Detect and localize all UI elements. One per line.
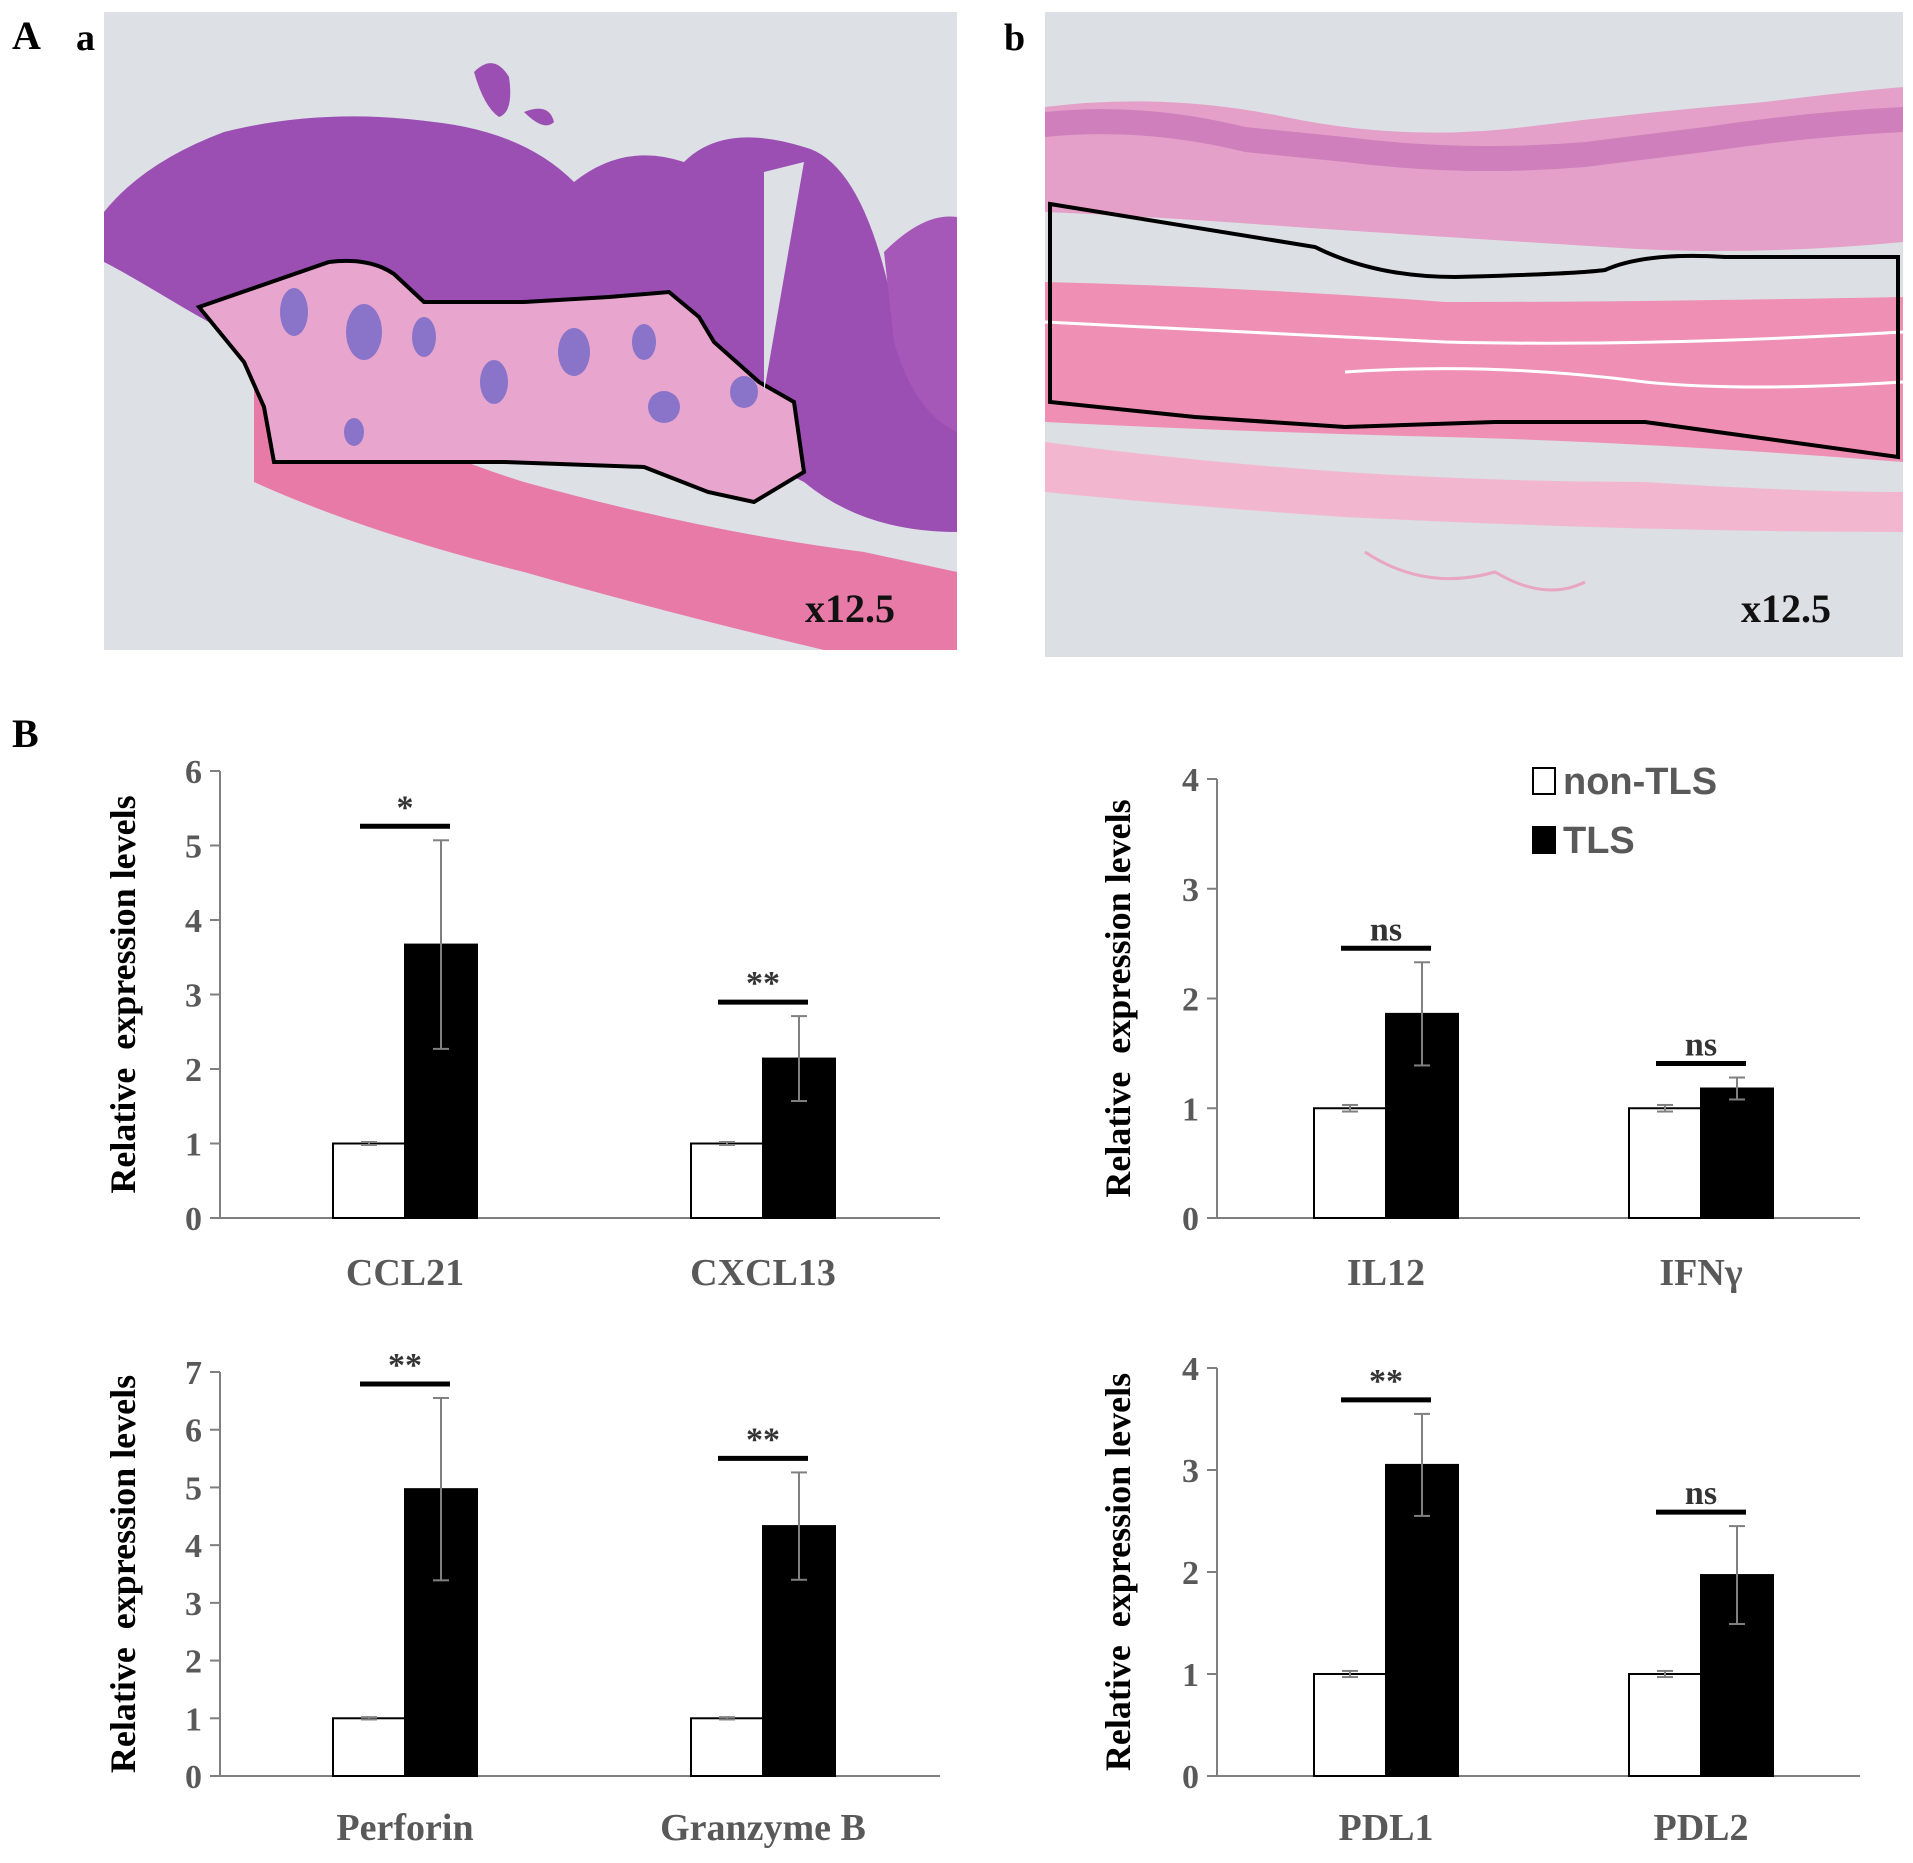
chart-4-y-axis-label: Relative expression levels: [1098, 1373, 1138, 1771]
panel-A-label: A: [12, 13, 41, 58]
histology-image-a: [104, 12, 957, 650]
chart-1-y-tick-label: 6: [185, 754, 202, 791]
chart-2-y-tick-label: 2: [1182, 982, 1199, 1019]
chart-1-y-tick-label: 1: [185, 1127, 202, 1164]
legend-swatch-non-tls: [1532, 767, 1556, 795]
chart-2-significance-mark: ns: [1370, 911, 1402, 948]
chart-1-y-axis-label: Relative expression levels: [103, 795, 143, 1193]
chart-4-y-tick-label: 4: [1182, 1351, 1199, 1388]
chart-3-y-tick-label: 1: [185, 1701, 202, 1738]
chart-4-y-tick-label: 0: [1182, 1759, 1199, 1796]
chart-4-y-tick-label: 3: [1182, 1453, 1199, 1490]
chart-4-category-label: PDL1: [1339, 1807, 1434, 1849]
chart-3-y-tick-label: 2: [185, 1644, 202, 1681]
chart-2-non-tls-bar: [1313, 1107, 1387, 1219]
image-b-magnification: x12.5: [1741, 586, 1831, 631]
chart-2-non-tls-bar: [1628, 1107, 1702, 1219]
chart-1-y-tick-label: 3: [185, 978, 202, 1015]
chart-2-y-axis-label: Relative expression levels: [1098, 799, 1138, 1197]
chart-1-category-label: CCL21: [346, 1252, 464, 1294]
chart-2-category-label: IFNγ: [1659, 1252, 1742, 1294]
chart-3-non-tls-bar: [690, 1717, 764, 1778]
chart-3-y-axis-label: Relative expression levels: [103, 1375, 143, 1773]
legend-label-tls: TLS: [1563, 820, 1635, 862]
chart-4-significance-mark: **: [1369, 1363, 1403, 1400]
chart-4-non-tls-bar: [1313, 1673, 1387, 1777]
chart-3-category-label: Granzyme B: [660, 1807, 866, 1849]
chart-2-y-tick-label: 0: [1182, 1201, 1199, 1238]
chart-2-y-tick-label: 1: [1182, 1091, 1199, 1128]
legend-label-non-tls: non-TLS: [1563, 761, 1717, 803]
chart-2-y-tick-label: 3: [1182, 872, 1199, 909]
chart-3-y-tick-label: 0: [185, 1759, 202, 1796]
chart-1-non-tls-bar: [690, 1142, 764, 1219]
chart-1-y-tick-label: 4: [185, 903, 202, 940]
chart-3-category-label: Perforin: [336, 1807, 473, 1849]
chart-4-category-label: PDL2: [1654, 1807, 1749, 1849]
chart-4-non-tls-bar: [1628, 1673, 1702, 1777]
chart-3-y-tick-label: 5: [185, 1470, 202, 1507]
chart-3-y-tick-label: 4: [185, 1528, 202, 1565]
chart-1-y-tick-label: 0: [185, 1201, 202, 1238]
histology-image-b: [1045, 12, 1903, 657]
chart-3-y-tick-label: 7: [185, 1355, 202, 1392]
chart-2-y-tick-label: 4: [1182, 762, 1199, 799]
chart-3-significance-mark: **: [746, 1421, 780, 1458]
chart-3-y-tick-label: 6: [185, 1413, 202, 1450]
chart-1-y-tick-label: 5: [185, 829, 202, 866]
chart-3-y-tick-label: 3: [185, 1586, 202, 1623]
chart-1-y-tick-label: 2: [185, 1052, 202, 1089]
chart-2-tls-bar: [1700, 1087, 1774, 1219]
legend-swatch-tls: [1532, 826, 1556, 854]
chart-1-significance-mark: *: [397, 789, 414, 826]
chart-1-non-tls-bar: [332, 1142, 406, 1219]
chart-1-category-label: CXCL13: [690, 1252, 836, 1294]
chart-2-category-label: IL12: [1347, 1252, 1425, 1294]
chart-3-non-tls-bar: [332, 1717, 406, 1778]
chart-2-significance-mark: ns: [1685, 1027, 1717, 1064]
chart-3-significance-mark: **: [388, 1347, 422, 1384]
chart-4-y-tick-label: 1: [1182, 1657, 1199, 1694]
image-a-label: a: [76, 17, 95, 59]
panel-B-label: B: [12, 711, 39, 756]
chart-1-significance-mark: **: [746, 965, 780, 1002]
chart-4-significance-mark: ns: [1685, 1475, 1717, 1512]
image-a-magnification: x12.5: [805, 586, 895, 631]
chart-4-y-tick-label: 2: [1182, 1555, 1199, 1592]
image-b-label: b: [1004, 17, 1026, 59]
